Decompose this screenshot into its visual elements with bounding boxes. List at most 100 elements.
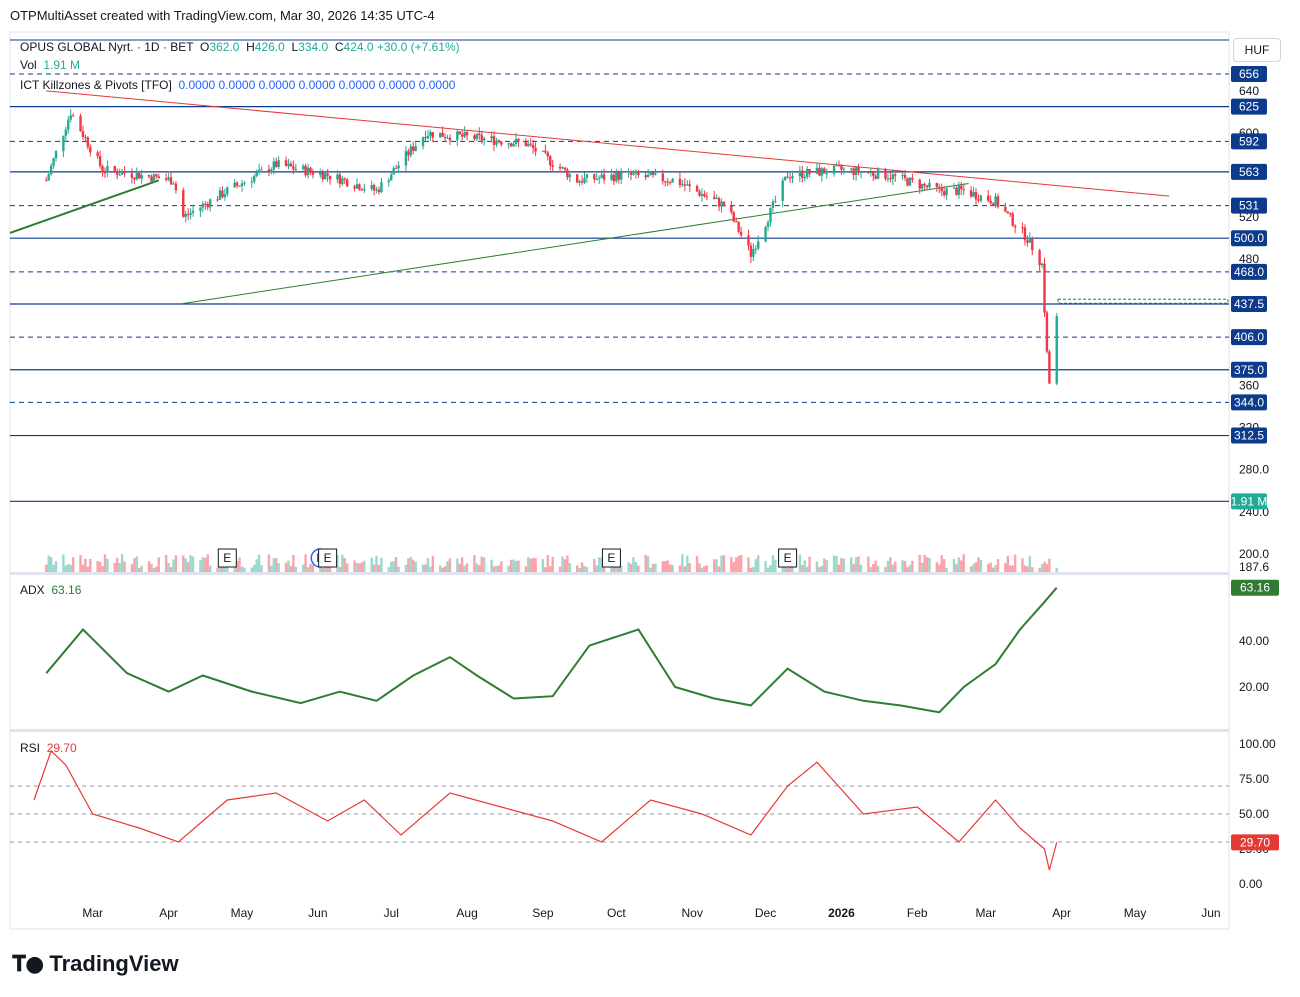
candle-body: [414, 146, 417, 151]
candle-body: [140, 175, 143, 179]
rsi-legend[interactable]: RSI 29.70: [20, 741, 77, 755]
volume-bar: [182, 555, 185, 572]
candle-body: [421, 137, 425, 147]
price-badges: 656 625 592 563 531 500.0 468.0 437.5 406.0 375.0…: [1231, 66, 1279, 851]
currency-selector[interactable]: HUF: [1233, 38, 1281, 62]
volume-bar: [566, 555, 569, 572]
volume-bar: [463, 565, 466, 572]
volume-bar: [233, 565, 236, 572]
event-marker-text: E: [324, 551, 332, 565]
adx-tick-label: 20.00: [1239, 680, 1269, 694]
ohlc-o-label: O: [200, 40, 210, 54]
candle-body: [835, 165, 838, 167]
volume-bar: [54, 561, 58, 572]
candle-body: [380, 182, 383, 193]
volume-bar: [118, 562, 121, 572]
volume-bar: [478, 565, 481, 572]
volume-bar: [705, 565, 709, 572]
volume-bar: [840, 558, 843, 572]
candle-body: [267, 169, 271, 173]
candle-body: [49, 165, 53, 175]
candle-body: [372, 185, 376, 191]
ohlc-change: +30.0 (+7.61%): [376, 40, 460, 54]
volume-bar: [267, 554, 271, 572]
candle-body: [135, 173, 138, 180]
tradingview-logo[interactable]: 𝐓● TradingView: [12, 950, 179, 978]
volume-bar: [448, 558, 452, 572]
symbol-legend[interactable]: OPUS GLOBAL Nyrt. · 1D · BET O362.0 H426…: [20, 40, 460, 54]
candle-body: [483, 138, 486, 141]
level-badge-text: 563: [1239, 165, 1259, 179]
volume-bar: [345, 563, 349, 572]
rsi-tick-label: 0.00: [1239, 877, 1263, 891]
volume-bar: [774, 559, 777, 572]
volume-bar: [700, 567, 704, 572]
volume-bar: [612, 563, 616, 572]
volume-bar: [370, 557, 373, 572]
volume-bar: [186, 562, 190, 572]
x-axis-label: Jul: [384, 906, 399, 920]
volume-bar: [969, 566, 973, 572]
candle-body: [1043, 263, 1046, 313]
volume-bar: [722, 555, 726, 572]
volume-legend[interactable]: Vol 1.91 M: [20, 58, 80, 72]
volume-bar: [257, 554, 261, 572]
volume-bar: [101, 566, 104, 572]
candle-body: [338, 174, 342, 185]
volume-bar: [686, 555, 689, 572]
volume-bar: [730, 556, 733, 572]
volume-bar: [805, 566, 809, 572]
candle-body: [661, 173, 665, 182]
candle-body: [634, 171, 638, 174]
indicator-legend[interactable]: ICT Killzones & Pivots [TFO] 0.0000 0.00…: [20, 78, 455, 92]
ohlc-c-label: C: [334, 40, 344, 54]
candle-body: [546, 152, 550, 157]
volume-bar: [172, 559, 175, 572]
earnings-marker: [601, 548, 621, 568]
volume-bar: [390, 561, 393, 572]
candle-body: [509, 143, 513, 147]
candle-body: [940, 187, 943, 192]
candle-body: [86, 137, 90, 147]
adx-line: [45, 587, 1058, 714]
candle-body: [852, 168, 855, 175]
volume-value: 1.91 M: [43, 58, 81, 72]
candle-body: [363, 188, 366, 191]
candle-body: [89, 146, 92, 153]
candle-body: [747, 235, 750, 246]
candle-body: [492, 136, 496, 145]
volume-bar: [732, 562, 735, 572]
volume-bar: [130, 564, 134, 572]
volume-bar: [304, 554, 307, 572]
candle-body: [284, 160, 288, 166]
candle-body: [240, 183, 244, 187]
candle-body: [512, 143, 515, 147]
candle-body: [928, 182, 931, 188]
candle-body: [130, 173, 134, 178]
candle-body: [319, 172, 322, 175]
candle-body: [45, 180, 48, 182]
candle-body: [945, 188, 948, 196]
level-badge-text: 656: [1239, 67, 1259, 81]
price-tick-label: 480: [1239, 252, 1259, 266]
candle-body: [443, 136, 447, 138]
volume-bar: [152, 567, 156, 572]
candle-body: [593, 174, 596, 180]
candle-body: [791, 176, 794, 179]
candle-body: [1026, 240, 1029, 243]
volume-bar: [514, 560, 518, 572]
candle-body: [989, 200, 992, 204]
candle-body: [531, 144, 535, 148]
volume-bar: [431, 555, 435, 572]
volume-bar: [739, 554, 743, 572]
volume-bar: [771, 555, 775, 572]
candle-body: [859, 171, 863, 173]
candle-body: [150, 176, 153, 182]
adx-legend[interactable]: ADX 63.16: [20, 583, 81, 597]
candle-body: [529, 143, 532, 145]
candle-body: [1023, 227, 1027, 241]
volume-bar: [240, 566, 244, 572]
x-axis-label: Dec: [755, 906, 776, 920]
volume-bar: [583, 565, 586, 572]
